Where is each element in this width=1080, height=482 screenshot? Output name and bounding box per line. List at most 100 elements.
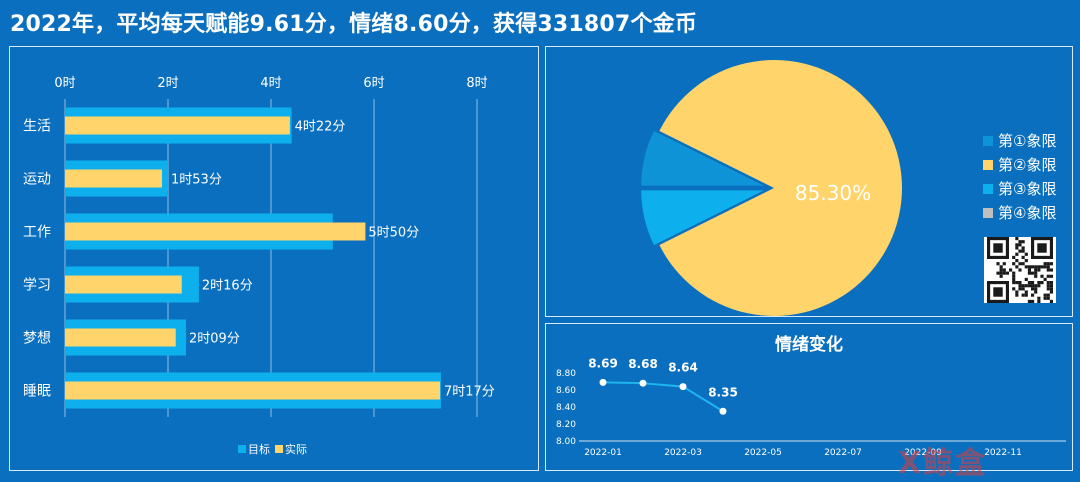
qr-module	[1024, 284, 1028, 288]
y-tick-label: 8.20	[556, 420, 576, 430]
qr-module	[1049, 290, 1053, 294]
qr-module	[1021, 293, 1025, 297]
x-tick-label: 2022-07	[824, 448, 862, 458]
qr-module	[1027, 281, 1031, 285]
mood-point	[639, 379, 647, 387]
mood-line-chart: 8.00 8.20 8.40 8.60 8.80 2022-01 2022-03 2022-0…	[556, 356, 1066, 458]
qr-module	[1018, 281, 1022, 285]
mood-line	[602, 381, 724, 413]
bar-data-label: 2时16分	[202, 279, 253, 294]
qr-module	[1015, 246, 1019, 250]
qr-module	[1002, 268, 1006, 272]
qr-module	[1034, 284, 1038, 288]
bar-data-label: 1时53分	[171, 173, 222, 188]
y-tick-label: 8.60	[556, 386, 576, 396]
qr-module	[1012, 271, 1016, 275]
x-tick-label: 2022-11	[984, 448, 1022, 458]
legend-label-actual: 实际	[285, 442, 307, 456]
qr-module	[1018, 240, 1022, 244]
qr-module	[1015, 290, 1019, 294]
qr-module	[1043, 296, 1047, 300]
qr-module	[1002, 271, 1006, 275]
mood-point	[679, 383, 687, 391]
qr-finder	[993, 287, 1003, 297]
category-label: 生活	[23, 119, 51, 135]
pie-legend-label: 第①象限	[998, 132, 1056, 150]
qr-code-icon	[987, 237, 1053, 303]
qr-module	[1046, 296, 1050, 300]
mood-data-label: 8.64	[668, 361, 698, 375]
qr-module	[1034, 274, 1038, 278]
actual-bar	[65, 275, 182, 294]
qr-module	[1015, 252, 1019, 256]
qr-module	[1024, 265, 1028, 269]
qr-module	[1034, 268, 1038, 272]
x-tick-label: 6时	[363, 76, 384, 91]
actual-bar	[65, 222, 366, 241]
pie-slice	[659, 59, 902, 316]
qr-module	[1015, 237, 1019, 241]
qr-module	[1021, 287, 1025, 291]
qr-module	[1037, 284, 1041, 288]
qr-module	[1018, 243, 1022, 247]
qr-module	[999, 274, 1003, 278]
x-tick-label: 2022-03	[664, 448, 702, 458]
x-tick-label: 0时	[54, 76, 75, 91]
qr-module	[1043, 262, 1047, 266]
qr-module	[1046, 268, 1050, 272]
qr-module	[1018, 249, 1022, 253]
pie-legend-swatch	[983, 160, 993, 170]
qr-module	[1040, 274, 1044, 278]
qr-module	[1049, 287, 1053, 291]
qr-module	[1031, 265, 1035, 269]
actual-bar	[65, 116, 290, 135]
qr-module	[1031, 293, 1035, 297]
qr-module	[1049, 268, 1053, 272]
qr-module	[1021, 284, 1025, 288]
qr-module	[1027, 265, 1031, 269]
qr-module	[1031, 281, 1035, 285]
quadrant-pie-chart-panel: 85.30% 第①象限 第②象限 第③象限 第④象限	[545, 46, 1073, 317]
pie-slice	[639, 128, 769, 188]
qr-module	[1046, 293, 1050, 297]
x-tick-label: 2022-01	[584, 448, 622, 458]
mood-line-chart-panel: 情绪变化 8.00 8.20 8.40 8.60 8.80 2022-01 2022-03 2…	[545, 323, 1073, 471]
y-tick-label: 8.00	[556, 437, 576, 447]
pie-legend-swatch	[983, 208, 993, 218]
actual-bar	[65, 328, 176, 347]
pie-legend-swatch	[983, 136, 993, 146]
page-title: 2022年，平均每天赋能9.61分，情绪8.60分，获得331807个金币	[10, 12, 698, 37]
pie-legend-swatch	[983, 184, 993, 194]
qr-module	[1015, 281, 1019, 285]
qr-module	[1043, 277, 1047, 281]
qr-module	[1034, 271, 1038, 275]
qr-module	[1018, 262, 1022, 266]
qr-module	[1034, 290, 1038, 294]
qr-module	[1005, 271, 1009, 275]
x-tick-label: 2时	[157, 76, 178, 91]
qr-module	[1027, 299, 1031, 303]
qr-module	[1049, 299, 1053, 303]
mood-data-label: 8.68	[628, 357, 658, 371]
qr-module	[1034, 287, 1038, 291]
qr-module	[1027, 284, 1031, 288]
qr-module	[1031, 287, 1035, 291]
qr-module	[1018, 268, 1022, 272]
qr-module	[996, 271, 1000, 275]
qr-module	[999, 265, 1003, 269]
actual-bar	[65, 169, 162, 188]
qr-module	[1037, 265, 1041, 269]
pie-legend-label: 第②象限	[998, 156, 1056, 174]
bar-data-label: 2时09分	[189, 332, 240, 347]
qr-module	[1012, 281, 1016, 285]
qr-module	[1012, 287, 1016, 291]
qr-module	[1021, 246, 1025, 250]
qr-module	[1049, 274, 1053, 278]
qr-module	[1040, 281, 1044, 285]
bar-data-label: 4时22分	[295, 120, 346, 135]
qr-module	[1040, 265, 1044, 269]
x-tick-label: 2022-05	[744, 448, 782, 458]
mood-data-label: 8.35	[708, 385, 738, 399]
mood-point	[719, 407, 727, 415]
mood-point	[599, 378, 607, 386]
